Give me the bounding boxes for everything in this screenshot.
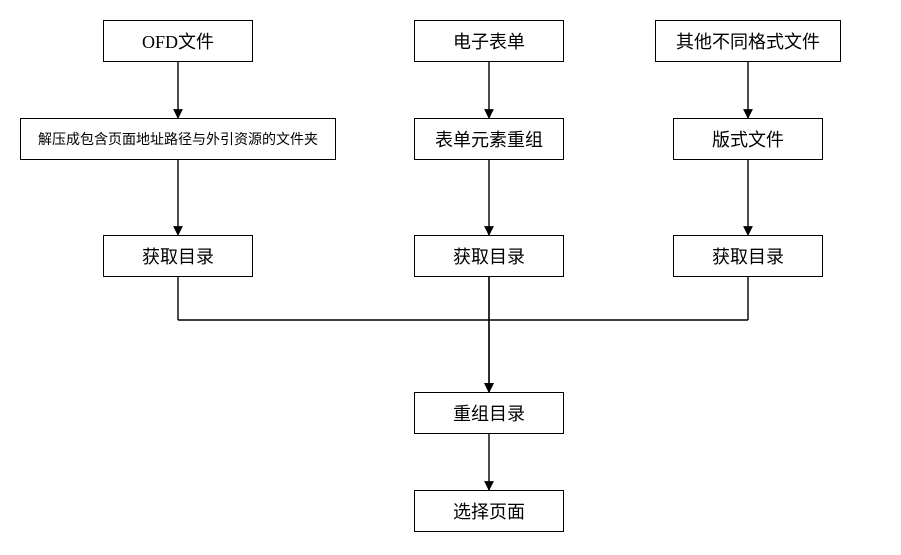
flowchart-node: 其他不同格式文件: [655, 20, 841, 62]
node-label: OFD文件: [142, 28, 214, 54]
flowchart-node: 获取目录: [103, 235, 253, 277]
flowchart-node: 电子表单: [414, 20, 564, 62]
node-label: 电子表单: [453, 28, 525, 54]
flowchart-node: 表单元素重组: [414, 118, 564, 160]
node-label: 表单元素重组: [435, 126, 543, 152]
node-label: 解压成包含页面地址路径与外引资源的文件夹: [38, 129, 318, 149]
edges-layer: [0, 0, 901, 555]
flowchart-node: 解压成包含页面地址路径与外引资源的文件夹: [20, 118, 336, 160]
node-label: 获取目录: [142, 243, 214, 269]
flowchart-node: 获取目录: [414, 235, 564, 277]
flowchart-canvas: OFD文件 电子表单 其他不同格式文件解压成包含页面地址路径与外引资源的文件夹 表单元…: [0, 0, 901, 555]
flowchart-node: 重组目录: [414, 392, 564, 434]
node-label: 获取目录: [453, 243, 525, 269]
node-label: 选择页面: [453, 498, 525, 524]
node-label: 重组目录: [453, 400, 525, 426]
flowchart-node: 选择页面: [414, 490, 564, 532]
flowchart-node: OFD文件: [103, 20, 253, 62]
node-label: 其他不同格式文件: [676, 28, 820, 54]
flowchart-node: 获取目录: [673, 235, 823, 277]
node-label: 版式文件: [712, 126, 784, 152]
flowchart-node: 版式文件: [673, 118, 823, 160]
node-label: 获取目录: [712, 243, 784, 269]
